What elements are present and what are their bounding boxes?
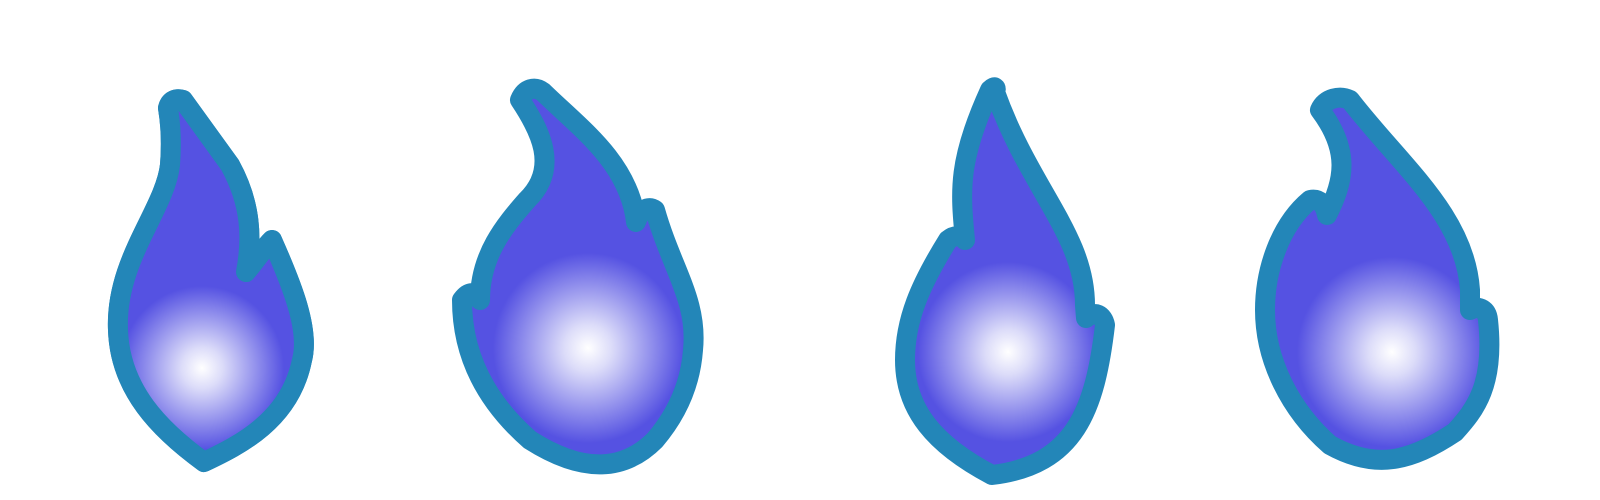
- flame-2-glow: [462, 88, 694, 465]
- flame-1-edge: [107, 89, 314, 472]
- flame-4-outline: [1255, 87, 1500, 470]
- flame-3-outline: [895, 77, 1115, 485]
- flame-3-glow: [905, 87, 1105, 475]
- flame-icon-4: [1255, 87, 1500, 470]
- flame-icon-1: [107, 89, 314, 472]
- flame-icon-2: [452, 78, 704, 475]
- flame-icon-3: [895, 77, 1115, 485]
- flame-4-glow: [1265, 97, 1490, 460]
- flame-2-outline: [452, 78, 704, 475]
